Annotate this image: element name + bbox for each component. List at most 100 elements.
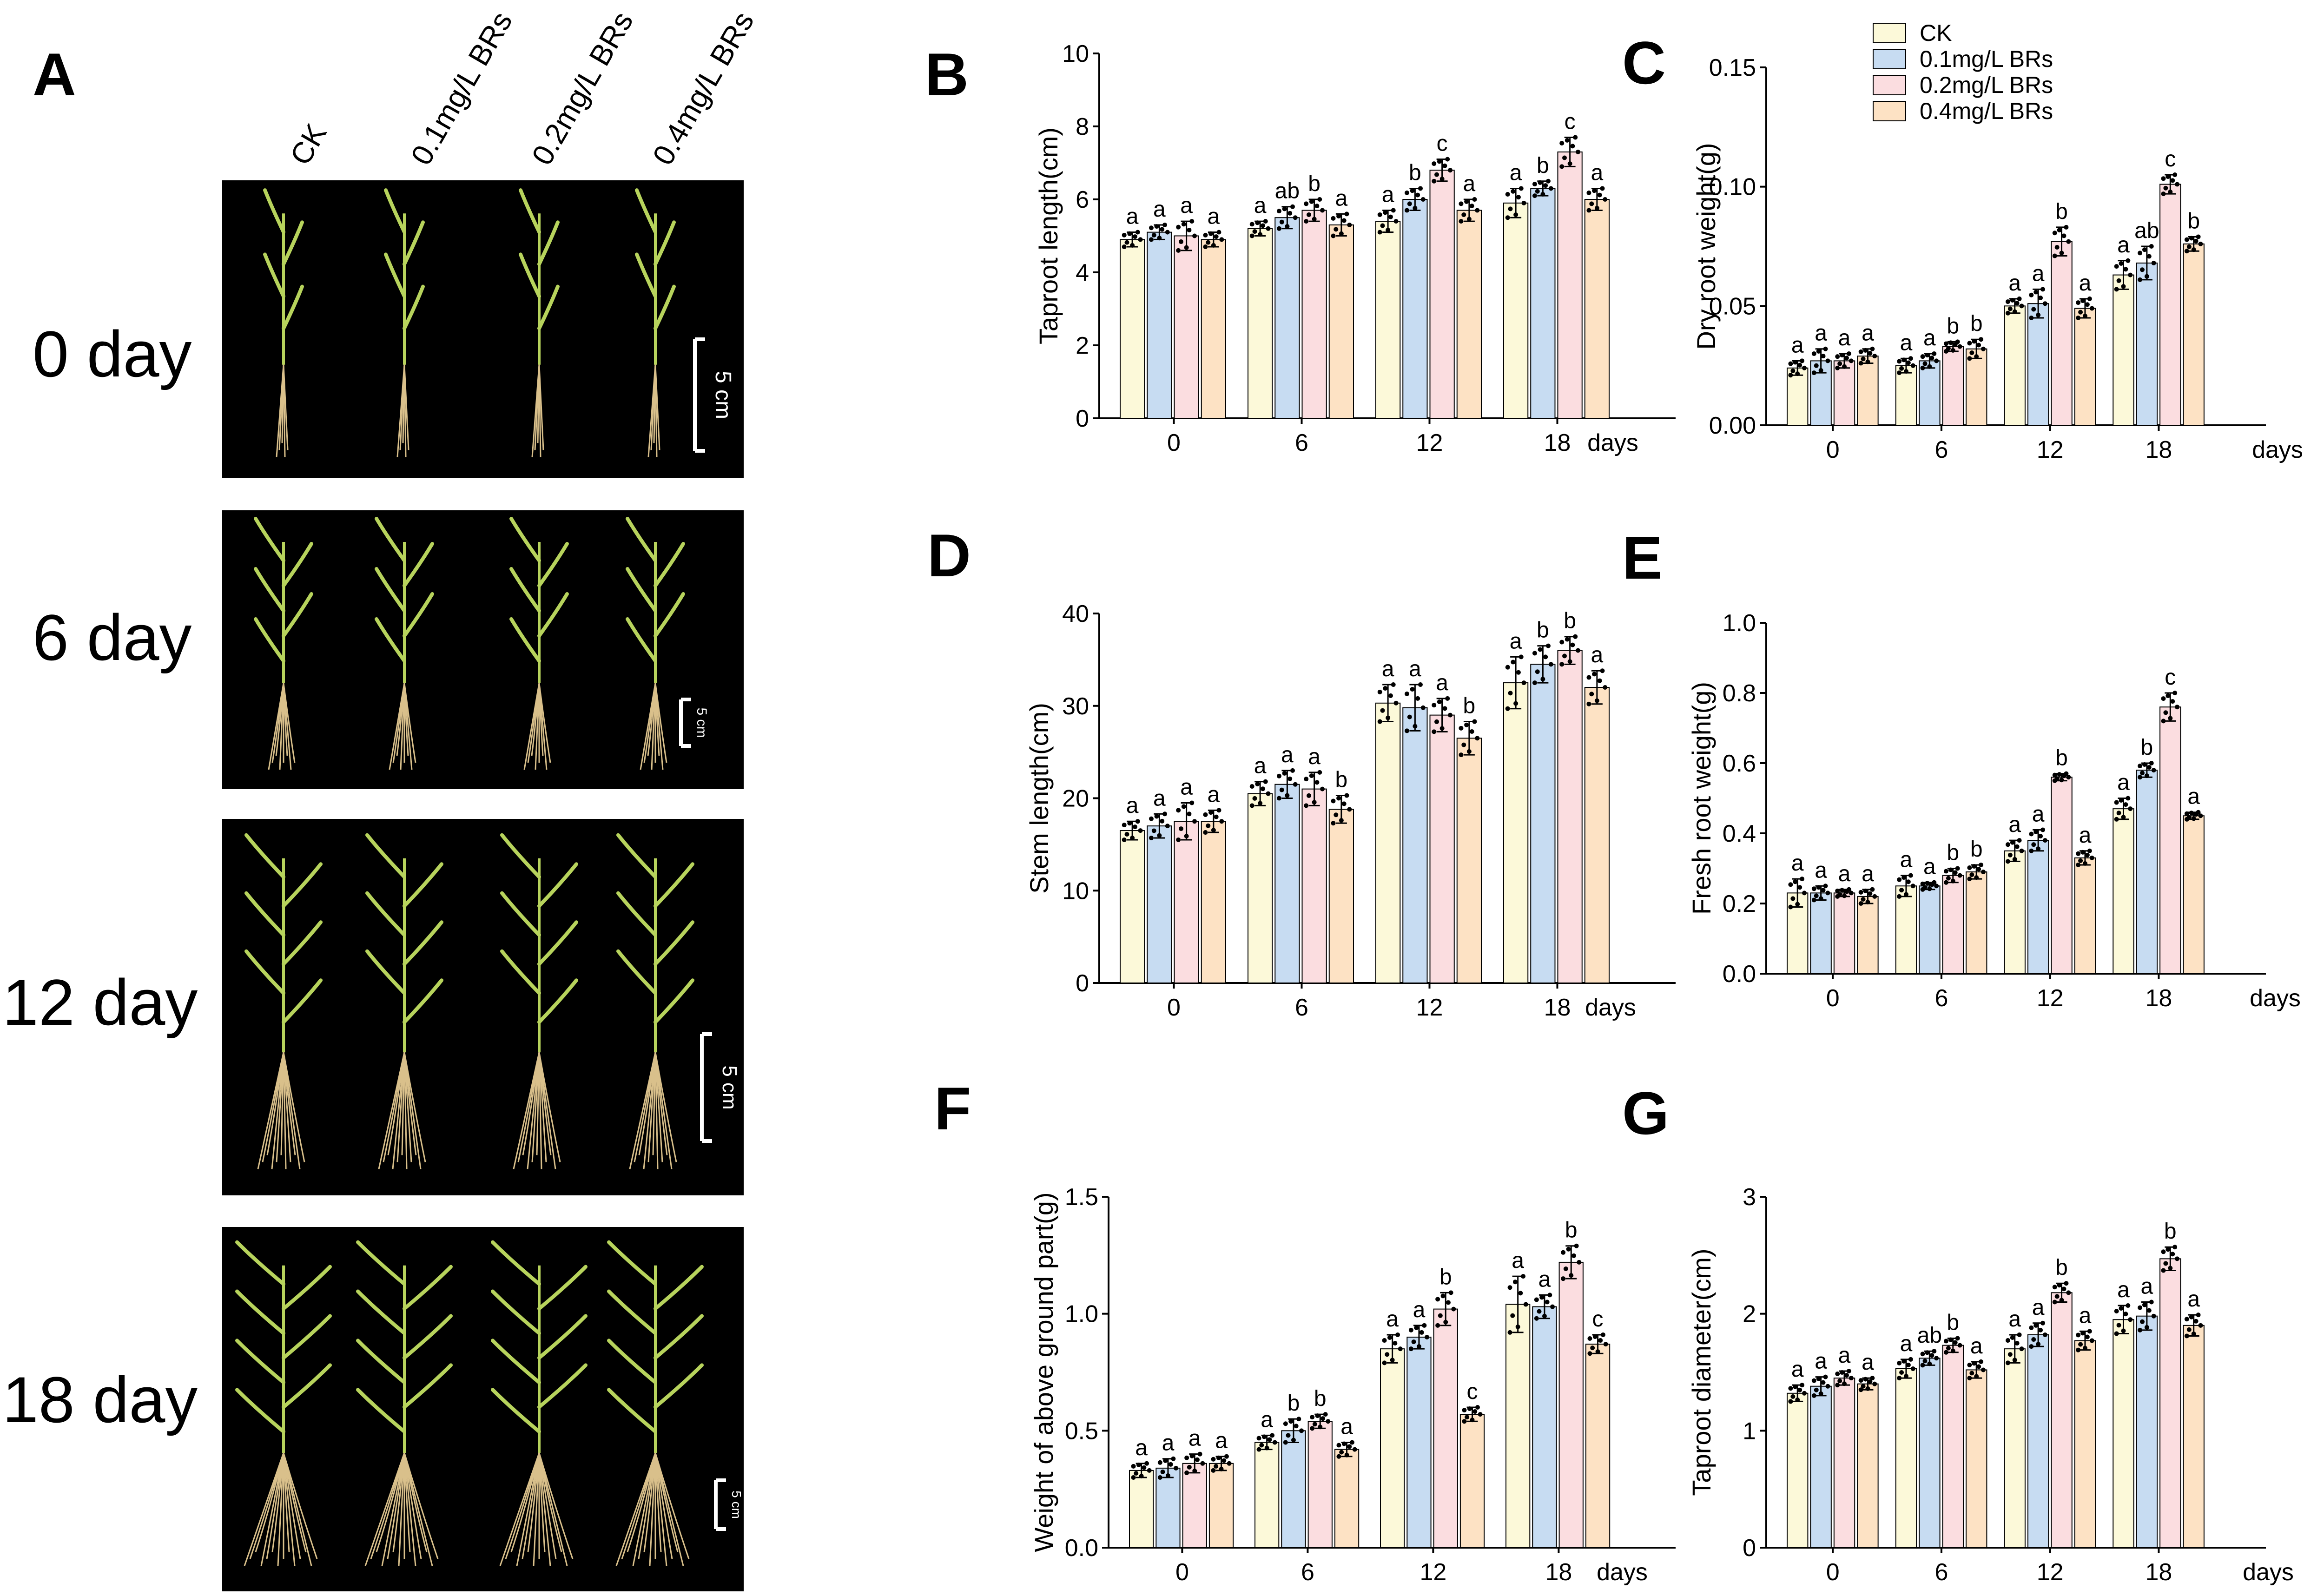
data-point [1858, 890, 1863, 895]
significance-letter: a [1281, 743, 1294, 767]
data-point [1823, 884, 1828, 889]
data-point [1149, 237, 1154, 242]
significance-letter: a [1923, 855, 1936, 879]
data-point [2186, 815, 2192, 820]
bar [2113, 274, 2134, 426]
data-point [1341, 1441, 1347, 1446]
data-point [1442, 163, 1447, 168]
bar [1530, 664, 1556, 983]
data-point [2014, 301, 2020, 306]
significance-letter: b [1970, 311, 1983, 336]
significance-letter: b [1564, 609, 1576, 633]
data-point [2184, 1317, 2189, 1322]
data-point [2042, 838, 2047, 843]
y-axis-label: Dry root weight(g) [1691, 143, 1721, 350]
data-point [1565, 637, 1570, 642]
data-point [2007, 1352, 2013, 1357]
data-point [2076, 1332, 2081, 1338]
data-point [1974, 354, 1979, 359]
data-point [1432, 178, 1437, 184]
data-point [1981, 346, 1986, 351]
data-point [1252, 796, 1257, 801]
data-point [1863, 888, 1868, 893]
data-point [1858, 901, 1863, 906]
data-point [2031, 307, 2036, 312]
data-point [1842, 364, 1847, 369]
significance-letter: a [1923, 326, 1936, 350]
data-point [1320, 208, 1325, 213]
data-point [1821, 354, 1826, 359]
data-point [1906, 360, 1911, 365]
data-point [2172, 172, 2178, 177]
significance-letter: a [1591, 160, 1604, 185]
significance-letter: a [1126, 204, 1139, 229]
data-point [2005, 842, 2010, 847]
data-point [1521, 1274, 1526, 1279]
data-point [1821, 888, 1826, 893]
data-point [2054, 776, 2060, 781]
seedling-illustration [635, 188, 676, 457]
data-point [1540, 677, 1545, 682]
data-point [1255, 220, 1260, 225]
column-label-ck: CK [284, 118, 333, 171]
data-point [1842, 1381, 1847, 1386]
data-point [1461, 212, 1466, 217]
data-point [1171, 1456, 1176, 1461]
data-point [2038, 1327, 2043, 1332]
data-point [1802, 365, 1807, 370]
data-point [1160, 227, 1165, 232]
data-point [1258, 232, 1263, 237]
data-point [1195, 1457, 1200, 1462]
data-point [2146, 254, 2152, 259]
data-point [2080, 1331, 2086, 1336]
data-point [1331, 821, 1336, 826]
data-point [1256, 1447, 1261, 1452]
data-point [1341, 801, 1347, 806]
data-point [1835, 365, 1840, 370]
data-point [1416, 1344, 1421, 1349]
data-point [1465, 1415, 1470, 1420]
data-point [1317, 770, 1322, 775]
data-point [1432, 161, 1437, 166]
data-point [1293, 215, 1298, 220]
data-point [2038, 834, 2043, 839]
seedling-illustration [244, 833, 323, 1169]
data-point [2076, 1347, 2081, 1352]
bar [1584, 687, 1610, 983]
data-point [1263, 219, 1268, 224]
data-point [2128, 272, 2133, 277]
significance-letter: ab [1917, 1323, 1942, 1348]
bar [2159, 1258, 2181, 1548]
data-point [1304, 803, 1309, 808]
data-point [1203, 830, 1208, 835]
data-point [1418, 186, 1423, 191]
data-point [2040, 827, 2045, 832]
data-point [1538, 647, 1543, 652]
significance-letter: ab [2134, 218, 2159, 243]
data-point [1927, 886, 1932, 891]
data-point [2017, 296, 2022, 301]
bar [1810, 892, 1832, 974]
data-point [1124, 240, 1129, 245]
data-point [1249, 222, 1254, 227]
data-point [1312, 1422, 1317, 1427]
data-point [1863, 1377, 1868, 1382]
data-point [1587, 1351, 1592, 1356]
data-point [1790, 1394, 1796, 1399]
data-point [1788, 904, 1793, 910]
data-point [1861, 1384, 1866, 1389]
data-point [2123, 267, 2128, 272]
x-tick-label: 18 [2146, 436, 2172, 463]
bar [1402, 707, 1428, 983]
data-point [1285, 793, 1290, 798]
y-tick-label: 10 [1062, 877, 1089, 904]
x-tick-label: 18 [1544, 429, 1571, 456]
data-point [1927, 1361, 1932, 1366]
data-point [1788, 361, 1793, 366]
data-point [1211, 1457, 1216, 1462]
data-point [1464, 199, 1469, 204]
data-point [1168, 1462, 1173, 1467]
data-point [1979, 862, 1984, 867]
bar [1895, 365, 1917, 426]
data-point [1347, 1444, 1352, 1449]
